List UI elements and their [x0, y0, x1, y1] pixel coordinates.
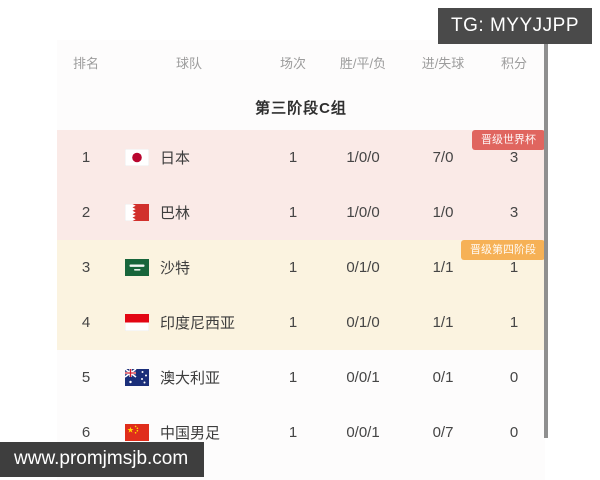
- table-row[interactable]: 1 日本 1 1/0/0 7/0 3: [57, 130, 545, 185]
- points-value: 1: [509, 314, 519, 331]
- points-value: 0: [509, 424, 519, 441]
- table-row[interactable]: 3 沙特 1 0/1/0 1/1 1: [57, 240, 545, 295]
- table-row[interactable]: 4 印度尼西亚 1 0/1/0 1/1 1: [57, 295, 545, 350]
- section-remaining: 5: [57, 350, 545, 460]
- table-row[interactable]: 6 中国男足 1 0/0/1 0/7 0: [57, 405, 545, 460]
- group-title: 第三阶段C组: [255, 99, 347, 117]
- column-header-matches: 场次: [279, 55, 306, 71]
- goals-value: 0/7: [432, 424, 454, 441]
- wdl-value: 0/1/0: [346, 314, 380, 331]
- wdl-value: 0/1/0: [346, 259, 380, 276]
- wdl-value: 1/0/0: [346, 149, 380, 166]
- vertical-scrollbar[interactable]: [544, 40, 548, 438]
- wdl-value: 0/0/1: [346, 424, 380, 441]
- rank-value: 5: [81, 369, 91, 386]
- table-row[interactable]: 2 巴林 1 1/0/0 1/0 3: [57, 185, 545, 240]
- table-row[interactable]: 5: [57, 350, 545, 405]
- column-header-rank: 排名: [72, 55, 99, 71]
- rank-value: 6: [81, 424, 91, 441]
- wdl-value: 1/0/0: [346, 204, 380, 221]
- matches-value: 1: [288, 149, 298, 166]
- saudi-arabia-flag: [125, 259, 149, 276]
- matches-value: 1: [288, 314, 298, 331]
- team-name: 日本: [160, 150, 191, 167]
- matches-value: 1: [288, 204, 298, 221]
- china-flag: [125, 424, 149, 441]
- team-cell: 印度尼西亚: [115, 312, 263, 333]
- indonesia-flag: [125, 314, 149, 331]
- section-qualify-fourth-stage: 晋级第四阶段 3 沙特 1 0/1/0 1/1 1 4: [57, 240, 545, 350]
- goals-value: 7/0: [432, 149, 454, 166]
- matches-value: 1: [288, 369, 298, 386]
- rank-value: 4: [81, 314, 91, 331]
- section-qualify-world-cup: 晋级世界杯 1 日本 1 1/0/0 7/0 3 2 巴林: [57, 130, 545, 240]
- japan-flag: [125, 149, 149, 166]
- team-cell: 沙特: [115, 257, 263, 278]
- goals-value: 1/0: [432, 204, 454, 221]
- group-title-row: 第三阶段C组: [57, 84, 545, 130]
- team-name: 印度尼西亚: [160, 315, 236, 332]
- qualify-fourth-stage-badge: 晋级第四阶段: [461, 240, 545, 260]
- points-value: 1: [509, 259, 519, 276]
- column-header-points: 积分: [500, 55, 527, 71]
- qualify-world-cup-badge: 晋级世界杯: [472, 130, 545, 150]
- column-header-goals: 进/失球: [421, 55, 465, 71]
- column-header-team: 球队: [175, 55, 202, 71]
- column-header-wdl: 胜/平/负: [339, 55, 387, 71]
- website-watermark: www.promjmsjb.com: [0, 442, 205, 477]
- australia-flag: [125, 369, 149, 386]
- team-name: 澳大利亚: [160, 370, 221, 387]
- team-name: 巴林: [160, 205, 191, 222]
- team-name: 沙特: [160, 260, 191, 277]
- points-value: 0: [509, 369, 519, 386]
- goals-value: 1/1: [432, 314, 454, 331]
- team-cell: 澳大利亚: [115, 367, 263, 388]
- matches-value: 1: [288, 424, 298, 441]
- rank-value: 3: [81, 259, 91, 276]
- team-cell: 巴林: [115, 202, 263, 223]
- points-value: 3: [509, 149, 519, 166]
- wdl-value: 0/0/1: [346, 369, 380, 386]
- team-cell: 中国男足: [115, 422, 263, 443]
- goals-value: 1/1: [432, 259, 454, 276]
- team-name: 中国男足: [160, 425, 221, 442]
- points-value: 3: [509, 204, 519, 221]
- rank-value: 2: [81, 204, 91, 221]
- goals-value: 0/1: [432, 369, 454, 386]
- rank-value: 1: [81, 149, 91, 166]
- matches-value: 1: [288, 259, 298, 276]
- standings-table: 排名 球队 场次 胜/平/负 进/失球 积分 第三阶段C组 晋级世界杯 1 日本…: [57, 40, 545, 480]
- table-header-row: 排名 球队 场次 胜/平/负 进/失球 积分: [57, 40, 545, 84]
- telegram-watermark: TG: MYYJJPP: [438, 8, 592, 44]
- bahrain-flag: [125, 204, 149, 221]
- team-cell: 日本: [115, 147, 263, 168]
